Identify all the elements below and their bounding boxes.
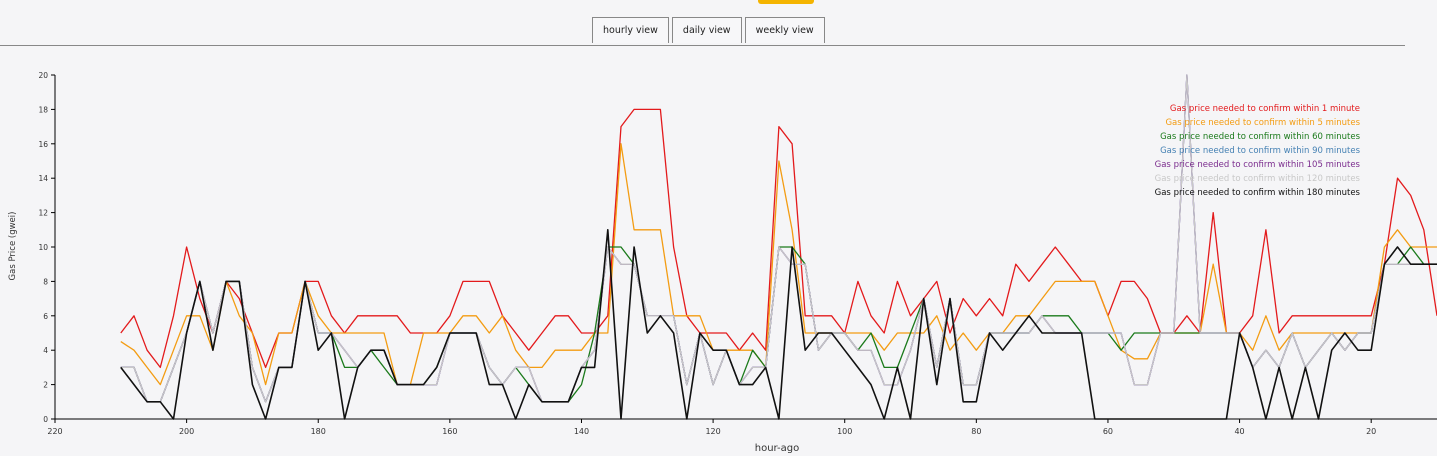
x-tick-label: 100 (837, 427, 852, 436)
series-line-1 (120, 108, 1437, 369)
y-tick-label: 2 (43, 381, 48, 390)
series-line-3 (120, 246, 1437, 403)
gas-price-chart: 220 200 180 160 140 120 100 80 60 40 2002468101214… (8, 71, 1437, 454)
y-tick-label: 20 (38, 71, 48, 80)
tab-weekly-view[interactable]: weekly view (744, 17, 825, 43)
x-tick-label: 120 (705, 427, 720, 436)
x-tick-label: 20 (1366, 427, 1376, 436)
legend: Gas price needed to confirm within 1 min… (1155, 104, 1361, 198)
y-tick-label: 8 (43, 277, 48, 286)
x-tick-label: 60 (1103, 427, 1113, 436)
legend-entry: Gas price needed to confirm within 120 m… (1155, 174, 1361, 184)
tab-divider (0, 45, 1405, 46)
legend-entry: Gas price needed to confirm within 180 m… (1155, 188, 1361, 198)
x-tick-label: 180 (311, 427, 326, 436)
y-tick-label: 18 (38, 105, 48, 114)
tab-hourly-view[interactable]: hourly view (592, 17, 669, 43)
y-tick-label: 16 (38, 140, 48, 149)
legend-entry: Gas price needed to confirm within 90 mi… (1160, 146, 1361, 156)
series-line-7 (120, 229, 1437, 420)
y-tick-label: 6 (43, 312, 48, 321)
series-line-6 (120, 74, 1437, 403)
y-tick-label: 14 (38, 174, 48, 183)
y-tick-label: 0 (43, 415, 48, 424)
x-axis-label: hour-ago (755, 443, 799, 454)
x-tick-label: 80 (971, 427, 981, 436)
y-tick-label: 10 (38, 243, 48, 252)
view-tabs: hourly view daily view weekly view (592, 17, 825, 45)
legend-entry: Gas price needed to confirm within 105 m… (1155, 160, 1361, 170)
legend-entry: Gas price needed to confirm within 60 mi… (1160, 132, 1361, 142)
y-tick-label: 4 (43, 346, 48, 355)
y-tick-label: 12 (38, 209, 48, 218)
top-strip (0, 0, 1437, 8)
x-tick-label: 140 (574, 427, 589, 436)
x-tick-label: 160 (442, 427, 457, 436)
x-tick-label: 220 (47, 427, 62, 436)
tab-daily-view[interactable]: daily view (671, 17, 742, 43)
x-tick-label: 200 (179, 427, 194, 436)
y-axis-label: Gas Price (gwei) (8, 212, 18, 281)
legend-entry: Gas price needed to confirm within 5 min… (1165, 118, 1360, 128)
series-line-2 (120, 143, 1437, 386)
legend-entry: Gas price needed to confirm within 1 min… (1170, 104, 1360, 114)
x-tick-label: 40 (1234, 427, 1244, 436)
series-group (120, 74, 1437, 420)
status-badge (758, 0, 814, 4)
